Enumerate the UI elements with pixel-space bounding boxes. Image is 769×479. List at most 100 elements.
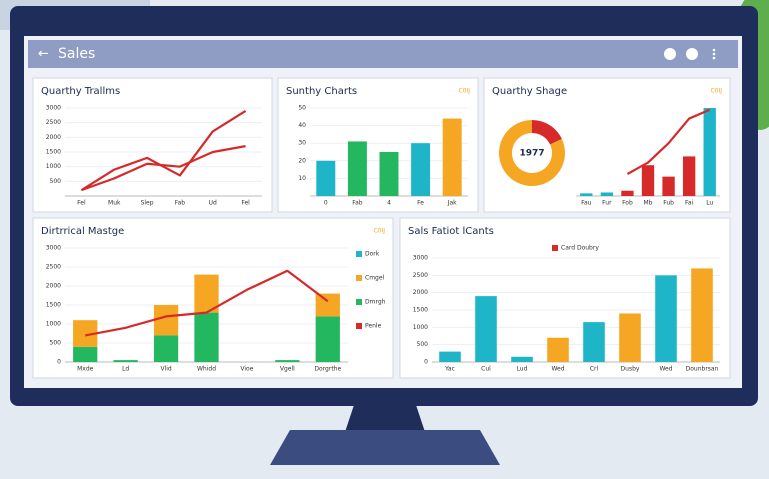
y-tick-label: 10 [298,175,306,182]
x-tick-label: 0 [324,200,328,207]
y-tick-label: 40 [298,122,306,129]
bar [511,356,533,362]
bar [379,152,399,196]
panel-title: Quarthy Shage [492,86,567,97]
y-tick-label: 3000 [46,105,61,112]
bar [621,190,634,196]
y-tick-label: 1000 [46,163,61,170]
legend-swatch [356,275,362,281]
bar [315,316,340,362]
x-tick-label: Dounbrsan [686,366,719,373]
back-arrow[interactable]: ← [38,47,49,62]
bar [442,118,462,196]
x-tick-label: Jak [447,200,457,207]
x-tick-label: Fab [175,200,186,207]
y-tick-label: 2500 [413,272,428,279]
y-tick-label: 20 [298,157,306,164]
panel-tag: C0IJ [458,88,470,95]
y-tick-label: 50 [298,105,306,112]
x-tick-label: Ld [122,366,129,373]
panel-tag: C0IJ [710,88,722,95]
x-tick-label: Ud [209,200,217,207]
y-tick-label: 30 [298,140,306,147]
bar [153,335,179,362]
x-tick-label: Fab [352,200,363,207]
bar [703,108,716,196]
bar [347,141,367,196]
legend-swatch [356,251,362,257]
header-bar [28,40,738,68]
legend-label: Card Doubry [561,245,599,252]
line [85,269,329,337]
y-tick-label: 2000 [46,134,61,141]
icon[interactable] [686,48,698,60]
bar [153,305,179,336]
legend-swatch [356,323,362,329]
y-tick-label: 3000 [46,245,61,252]
x-tick-label: Mb [644,200,653,207]
menu-dot[interactable] [712,52,716,56]
x-tick-label: Fau [581,200,592,207]
header-title: Sales [58,46,95,62]
donut-slice [532,120,562,145]
y-tick-label: 2000 [46,283,61,290]
bar [600,192,614,196]
menu-dot[interactable] [712,48,716,52]
bar [580,193,593,196]
legend-label: Dmrgh [365,299,386,306]
panel-title: Sals Fatiot lCants [408,226,494,237]
bar [547,337,569,362]
x-tick-label: 4 [387,200,391,207]
y-tick-label: 1500 [413,307,428,314]
x-tick-label: Fur [602,200,612,207]
y-tick-label: 1500 [46,149,61,156]
bar [691,268,713,362]
bar [439,351,461,362]
y-tick-label: 2000 [413,289,428,296]
x-tick-label: Muk [108,200,121,207]
panel [32,77,273,213]
x-tick-label: Lu [706,200,713,207]
bar [73,346,98,362]
bar [583,322,605,362]
menu-dot[interactable] [712,56,716,60]
bar [113,360,138,362]
y-tick-label: 1000 [46,321,61,328]
bar [194,312,219,362]
panel-title: Sunthy Charts [286,86,357,97]
donut-slice [499,120,566,186]
x-tick-label: Wed [659,366,672,373]
bar [316,160,336,196]
line [81,145,246,192]
line [80,110,247,192]
y-tick-label: 1500 [46,302,61,309]
y-tick-label: 0 [57,359,61,366]
icon[interactable] [664,48,676,60]
x-tick-label: Dorgrthe [314,366,341,373]
panel-title: Quarthy Trallms [41,86,120,97]
x-tick-label: Fe [417,200,424,207]
x-tick-label: Fob [622,200,633,207]
y-tick-label: 2500 [46,264,61,271]
x-tick-label: Vlid [160,366,171,373]
line [626,108,711,175]
x-tick-label: Lud [517,366,528,373]
bar [194,274,219,313]
x-tick-label: Fel [241,200,250,207]
x-tick-label: Cul [481,366,491,373]
bar [682,156,696,196]
donut-label: 1977 [519,149,544,159]
y-tick-label: 3000 [413,255,428,262]
x-tick-label: Slep [141,200,154,207]
bar [315,293,340,317]
x-tick-label: Whidd [197,366,216,373]
monitor-neck [345,402,425,432]
y-tick-label: 500 [50,178,62,185]
y-tick-label: 0 [424,359,428,366]
y-tick-label: 2500 [46,119,61,126]
y-tick-label: 500 [417,341,429,348]
x-tick-label: Vioe [240,366,253,373]
x-tick-label: Yac [444,366,455,373]
